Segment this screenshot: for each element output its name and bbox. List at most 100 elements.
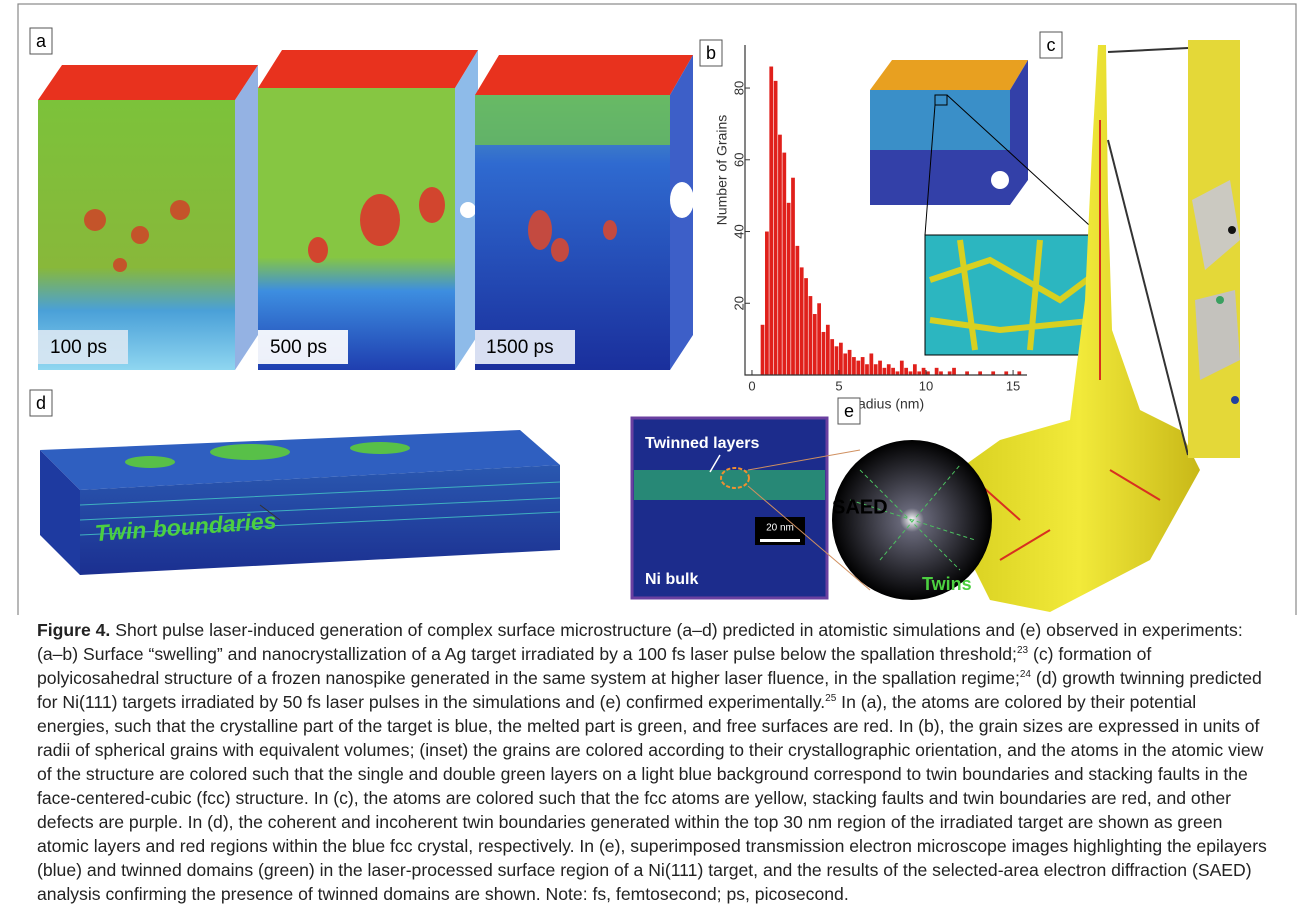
caption-text: (d) growth twinning predicted for Ni(111… <box>37 668 1262 712</box>
time-text: 500 ps <box>270 337 327 358</box>
bar <box>873 364 878 375</box>
bar <box>765 231 769 375</box>
page: a 100 ps 500 ps 1500 ps b 0 5 10 15 20 40 60 80… <box>17 3 1297 904</box>
figure: a 100 ps 500 ps 1500 ps b 0 5 10 15 20 40 60 80… <box>17 3 1297 615</box>
bar <box>865 364 869 375</box>
time-text: 100 ps <box>50 337 107 358</box>
y-axis-title: Number of Grains <box>714 115 730 225</box>
bar <box>904 367 909 375</box>
bar <box>878 360 882 375</box>
reference: 24 <box>1019 669 1031 681</box>
panel-label: b <box>699 39 723 67</box>
bar <box>908 371 913 375</box>
bar <box>947 371 952 375</box>
y-tick-label: 40 <box>731 224 746 238</box>
bar <box>760 324 765 375</box>
x-tick-label: 15 <box>1006 378 1020 393</box>
panel-label: d <box>29 389 53 417</box>
caption-text: (c) formation of polyicosahedral structu… <box>37 644 1152 688</box>
bar <box>782 152 787 375</box>
bar <box>926 371 930 375</box>
x-tick-label: 0 <box>748 378 755 393</box>
bar <box>812 314 817 375</box>
bar <box>978 371 983 375</box>
twin-slab <box>40 430 561 575</box>
bar <box>821 331 826 375</box>
caption-text: In (a), the atoms are colored by their p… <box>37 692 1267 904</box>
panel-letter: c <box>1047 35 1056 55</box>
bar <box>939 371 943 375</box>
reference: 23 <box>1016 645 1029 657</box>
x-tick-label: 10 <box>919 378 933 393</box>
time-label: 1500 ps <box>475 330 575 364</box>
bar <box>860 357 865 375</box>
axis <box>744 45 1027 376</box>
caption-label: Figure 4. <box>37 620 111 640</box>
bar <box>856 360 861 375</box>
bar <box>882 367 887 375</box>
bar <box>839 342 843 375</box>
bar <box>869 353 874 375</box>
y-tick-label: 20 <box>731 296 746 310</box>
cube-100ps <box>38 65 258 370</box>
time-label: 500 ps <box>258 330 348 364</box>
bar <box>847 349 852 375</box>
bar <box>778 134 782 375</box>
bar <box>830 339 835 375</box>
x-tick-label: 5 <box>835 378 842 393</box>
bar <box>791 177 795 375</box>
time-text: 1500 ps <box>486 337 554 358</box>
reference: 25 <box>825 693 837 705</box>
annotation: Ni bulk <box>645 571 698 588</box>
bar <box>834 346 839 375</box>
y-tick-label: 80 <box>731 81 746 95</box>
bar <box>895 371 900 375</box>
bar <box>934 367 939 375</box>
bar <box>852 357 856 375</box>
panel-letter: e <box>844 401 854 421</box>
tem-image <box>630 416 992 600</box>
panel-label: a <box>29 27 53 55</box>
bar <box>899 360 904 375</box>
bar <box>917 371 922 375</box>
cube-1500ps <box>475 55 694 370</box>
bar <box>912 364 917 375</box>
frame <box>17 3 1297 615</box>
bar <box>804 278 808 375</box>
bar <box>799 267 804 375</box>
annotation: SAED <box>832 496 888 518</box>
bar <box>921 367 926 375</box>
bar <box>886 364 891 375</box>
panel-letter: d <box>36 393 46 413</box>
time-label: 100 ps <box>38 330 128 364</box>
bar <box>825 324 830 375</box>
bar <box>795 245 800 375</box>
panel-letter: a <box>36 31 47 51</box>
bar <box>769 66 774 376</box>
annotation: Twins <box>922 574 972 594</box>
x-axis-title: Radius (nm) <box>848 396 924 412</box>
caption-text: Short pulse laser-induced generation of … <box>37 620 1243 664</box>
grain-cube <box>870 60 1104 356</box>
bar <box>991 371 996 375</box>
bar <box>891 367 895 375</box>
cube-500ps <box>258 50 478 370</box>
annotation: Twinned layers <box>645 435 760 452</box>
y-tick-label: 60 <box>731 153 746 167</box>
panel-label: c <box>1039 31 1063 59</box>
bar <box>1017 371 1022 375</box>
bar <box>817 303 821 375</box>
panel-letter: b <box>706 43 716 63</box>
bar <box>808 296 813 375</box>
bar <box>965 371 969 375</box>
bar <box>1004 371 1009 375</box>
bar <box>843 353 848 375</box>
caption: Figure 4. Short pulse laser-induced gene… <box>37 618 1273 906</box>
bar <box>786 202 791 375</box>
histogram: 0 5 10 15 20 40 60 80 Radius (nm) Number of Grain… <box>714 45 1027 412</box>
scale-bar-label: 20 nm <box>766 523 794 534</box>
bar <box>773 80 778 375</box>
nanospike <box>958 40 1240 612</box>
bar <box>952 367 956 375</box>
panel-label: e <box>837 397 861 425</box>
